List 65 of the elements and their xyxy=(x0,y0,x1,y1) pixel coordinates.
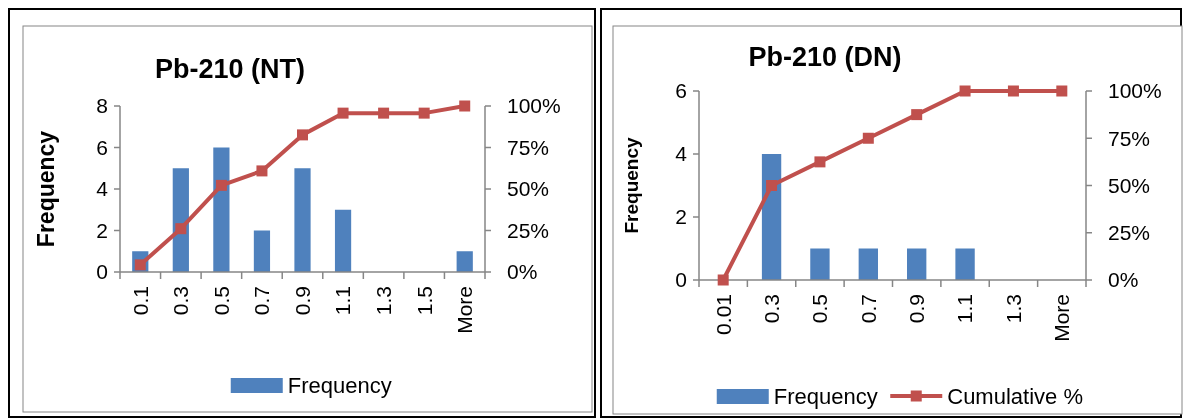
point xyxy=(418,107,430,119)
point xyxy=(911,109,923,121)
x-tick-label: 0.7 xyxy=(856,294,880,324)
y2-tick-label: 100% xyxy=(1108,79,1162,103)
legend-label: Frequency xyxy=(773,383,878,409)
x-tick-label: 0.5 xyxy=(209,286,233,316)
y-tick-label: 0 xyxy=(675,268,687,292)
point xyxy=(959,85,971,97)
x-tick-label: 1.3 xyxy=(371,286,395,316)
chart-title: Pb-210 (NT) xyxy=(154,54,306,84)
x-tick-label: 1.1 xyxy=(953,294,977,324)
y2-tick-label: 50% xyxy=(1108,173,1151,197)
x-tick-label: 0.3 xyxy=(169,286,193,316)
point xyxy=(459,100,471,112)
bar xyxy=(213,147,230,272)
x-tick-label: 0.01 xyxy=(711,294,735,335)
x-tick-label: 0.5 xyxy=(808,294,832,324)
y-axis-title: Frequency xyxy=(33,130,60,248)
chart-title: Pb-210 (DN) xyxy=(748,42,902,72)
point xyxy=(378,107,390,119)
y-tick-label: 6 xyxy=(96,135,108,159)
y-tick-label: 2 xyxy=(675,205,687,229)
y-tick-label: 4 xyxy=(96,177,109,201)
point xyxy=(297,129,308,141)
x-tick-label: 1.1 xyxy=(331,286,355,316)
y2-tick-label: 0% xyxy=(1108,268,1139,292)
y-tick-label: 4 xyxy=(675,142,688,166)
x-tick-label: 0.3 xyxy=(759,294,783,324)
y2-tick-label: 0% xyxy=(507,260,538,284)
y2-tick-label: 75% xyxy=(507,135,550,159)
point xyxy=(814,156,826,168)
legend-label: Frequency xyxy=(287,372,392,398)
y-tick-label: 6 xyxy=(675,79,687,103)
point xyxy=(766,180,778,191)
y-tick-label: 2 xyxy=(96,218,108,242)
x-tick-label: 1.5 xyxy=(412,286,436,316)
x-tick-label: 0.9 xyxy=(905,294,929,324)
bar xyxy=(456,251,473,272)
x-tick-label: More xyxy=(453,286,477,334)
y-tick-label: 8 xyxy=(96,94,108,118)
point xyxy=(215,179,227,191)
point xyxy=(1007,85,1019,97)
y2-tick-label: 25% xyxy=(507,218,550,242)
y2-tick-label: 75% xyxy=(1108,126,1151,150)
bar xyxy=(294,168,311,272)
bar xyxy=(334,209,352,272)
x-tick-label: More xyxy=(1050,294,1074,342)
x-tick-label: 0.7 xyxy=(250,286,274,316)
y-axis-title: Frequency xyxy=(620,137,642,234)
point xyxy=(862,132,874,144)
y2-tick-label: 50% xyxy=(507,177,550,201)
point xyxy=(256,165,268,177)
x-tick-label: 1.3 xyxy=(1001,294,1025,324)
point xyxy=(1056,85,1068,97)
bar xyxy=(253,230,271,272)
point xyxy=(717,274,729,286)
bar xyxy=(172,168,189,272)
y2-tick-label: 25% xyxy=(1108,221,1151,245)
point xyxy=(337,107,349,119)
x-tick-label: 0.9 xyxy=(290,286,314,316)
x-tick-label: 0.1 xyxy=(128,286,152,316)
y2-tick-label: 100% xyxy=(507,94,561,118)
legend-label: Cumulative % xyxy=(947,383,1083,409)
point xyxy=(175,223,187,235)
y-tick-label: 0 xyxy=(96,260,108,284)
